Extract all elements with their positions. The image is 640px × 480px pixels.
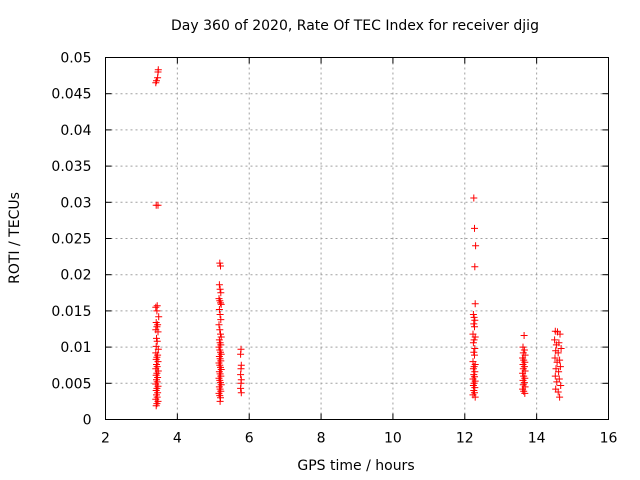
data-point — [471, 300, 479, 308]
data-point — [216, 285, 224, 293]
data-point — [520, 332, 528, 339]
x-tick-label: 10 — [384, 431, 402, 447]
data-point — [471, 224, 478, 232]
y-tick-label: 0.05 — [60, 51, 91, 67]
data-point — [215, 343, 223, 351]
data-point — [237, 371, 245, 379]
y-tick-label: 0.03 — [60, 195, 91, 211]
data-point — [471, 393, 479, 401]
data-point — [153, 334, 160, 342]
y-tick-label: 0.035 — [51, 159, 91, 175]
data-point — [556, 393, 564, 401]
data-point — [215, 281, 223, 289]
data-point — [471, 333, 479, 341]
data-point — [153, 77, 160, 85]
data-point — [470, 313, 478, 321]
x-tick-label: 4 — [173, 431, 182, 447]
y-tick-label: 0 — [83, 413, 92, 429]
y-axis-label: ROTI / TECUs — [7, 192, 23, 284]
data-point — [153, 337, 161, 345]
data-points — [152, 66, 565, 410]
data-point — [519, 369, 527, 377]
data-point — [554, 388, 562, 396]
y-tick-label: 0.04 — [60, 123, 91, 139]
data-point — [237, 350, 245, 358]
data-point — [152, 402, 160, 410]
data-point — [217, 289, 225, 297]
data-point — [216, 397, 224, 405]
x-tick-label: 8 — [317, 431, 326, 447]
x-tick-label: 6 — [245, 431, 254, 447]
data-point — [216, 311, 224, 318]
data-point — [521, 389, 529, 397]
data-point — [554, 349, 562, 357]
data-point — [217, 262, 224, 270]
data-point — [557, 382, 565, 389]
data-point — [551, 372, 559, 380]
data-point — [217, 330, 224, 338]
data-point — [469, 311, 477, 318]
data-point — [520, 346, 528, 354]
data-point — [217, 316, 225, 324]
data-point — [472, 242, 480, 250]
data-point — [217, 300, 225, 308]
y-tick-label: 0.045 — [51, 87, 91, 103]
data-point — [470, 336, 478, 344]
x-tick-label: 16 — [600, 431, 618, 447]
x-tick-label: 12 — [456, 431, 474, 447]
data-point — [471, 323, 478, 331]
data-point — [556, 363, 564, 371]
data-point — [471, 351, 478, 359]
y-tick-label: 0.01 — [60, 340, 91, 356]
data-point — [154, 66, 162, 74]
data-point — [470, 348, 478, 356]
data-point — [471, 263, 479, 271]
data-point — [153, 323, 161, 331]
data-point — [154, 201, 162, 209]
data-point — [553, 358, 561, 366]
data-point — [471, 316, 479, 324]
data-point — [216, 259, 224, 267]
data-point — [154, 328, 162, 336]
axis-ticks — [105, 57, 609, 420]
data-point — [215, 321, 223, 329]
data-point — [154, 358, 162, 366]
data-point — [557, 345, 565, 352]
data-point — [152, 303, 160, 311]
data-point — [551, 354, 559, 362]
data-point — [470, 194, 478, 202]
data-point — [217, 299, 224, 307]
data-point — [217, 333, 225, 341]
data-point — [237, 384, 245, 392]
y-tick-label: 0.02 — [60, 268, 91, 284]
data-point — [469, 339, 477, 347]
y-tick-labels: 0 0.005 0.01 0.015 0.02 0.025 0.03 0.035 0.04 0.0… — [51, 51, 91, 429]
data-point — [216, 326, 224, 334]
x-axis-label: GPS time / hours — [297, 458, 414, 474]
y-tick-label: 0.015 — [51, 304, 91, 320]
y-tick-label: 0.005 — [51, 376, 91, 392]
data-point — [553, 378, 561, 386]
data-point — [556, 330, 564, 338]
data-point — [154, 345, 162, 353]
x-tick-label: 14 — [528, 431, 546, 447]
data-point — [470, 320, 478, 328]
x-tick-label: 2 — [101, 431, 110, 447]
data-point — [552, 341, 560, 349]
data-point — [237, 389, 245, 397]
chart-title: Day 360 of 2020, Rate Of TEC Index for r… — [171, 18, 539, 34]
grid-lines — [105, 57, 609, 420]
data-point — [555, 368, 563, 376]
data-point — [551, 336, 559, 344]
data-point — [215, 306, 223, 313]
data-point — [153, 307, 161, 315]
x-tick-labels: 2 4 6 8 10 12 14 16 — [101, 431, 617, 447]
data-point — [471, 345, 479, 352]
y-tick-label: 0.025 — [51, 232, 91, 248]
data-point — [215, 336, 223, 344]
data-point — [155, 313, 163, 321]
